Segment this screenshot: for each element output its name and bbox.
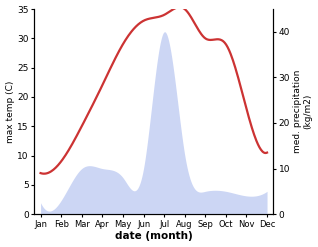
Y-axis label: max temp (C): max temp (C) [5,80,15,143]
Y-axis label: med. precipitation
(kg/m2): med. precipitation (kg/m2) [293,70,313,153]
X-axis label: date (month): date (month) [115,231,193,242]
